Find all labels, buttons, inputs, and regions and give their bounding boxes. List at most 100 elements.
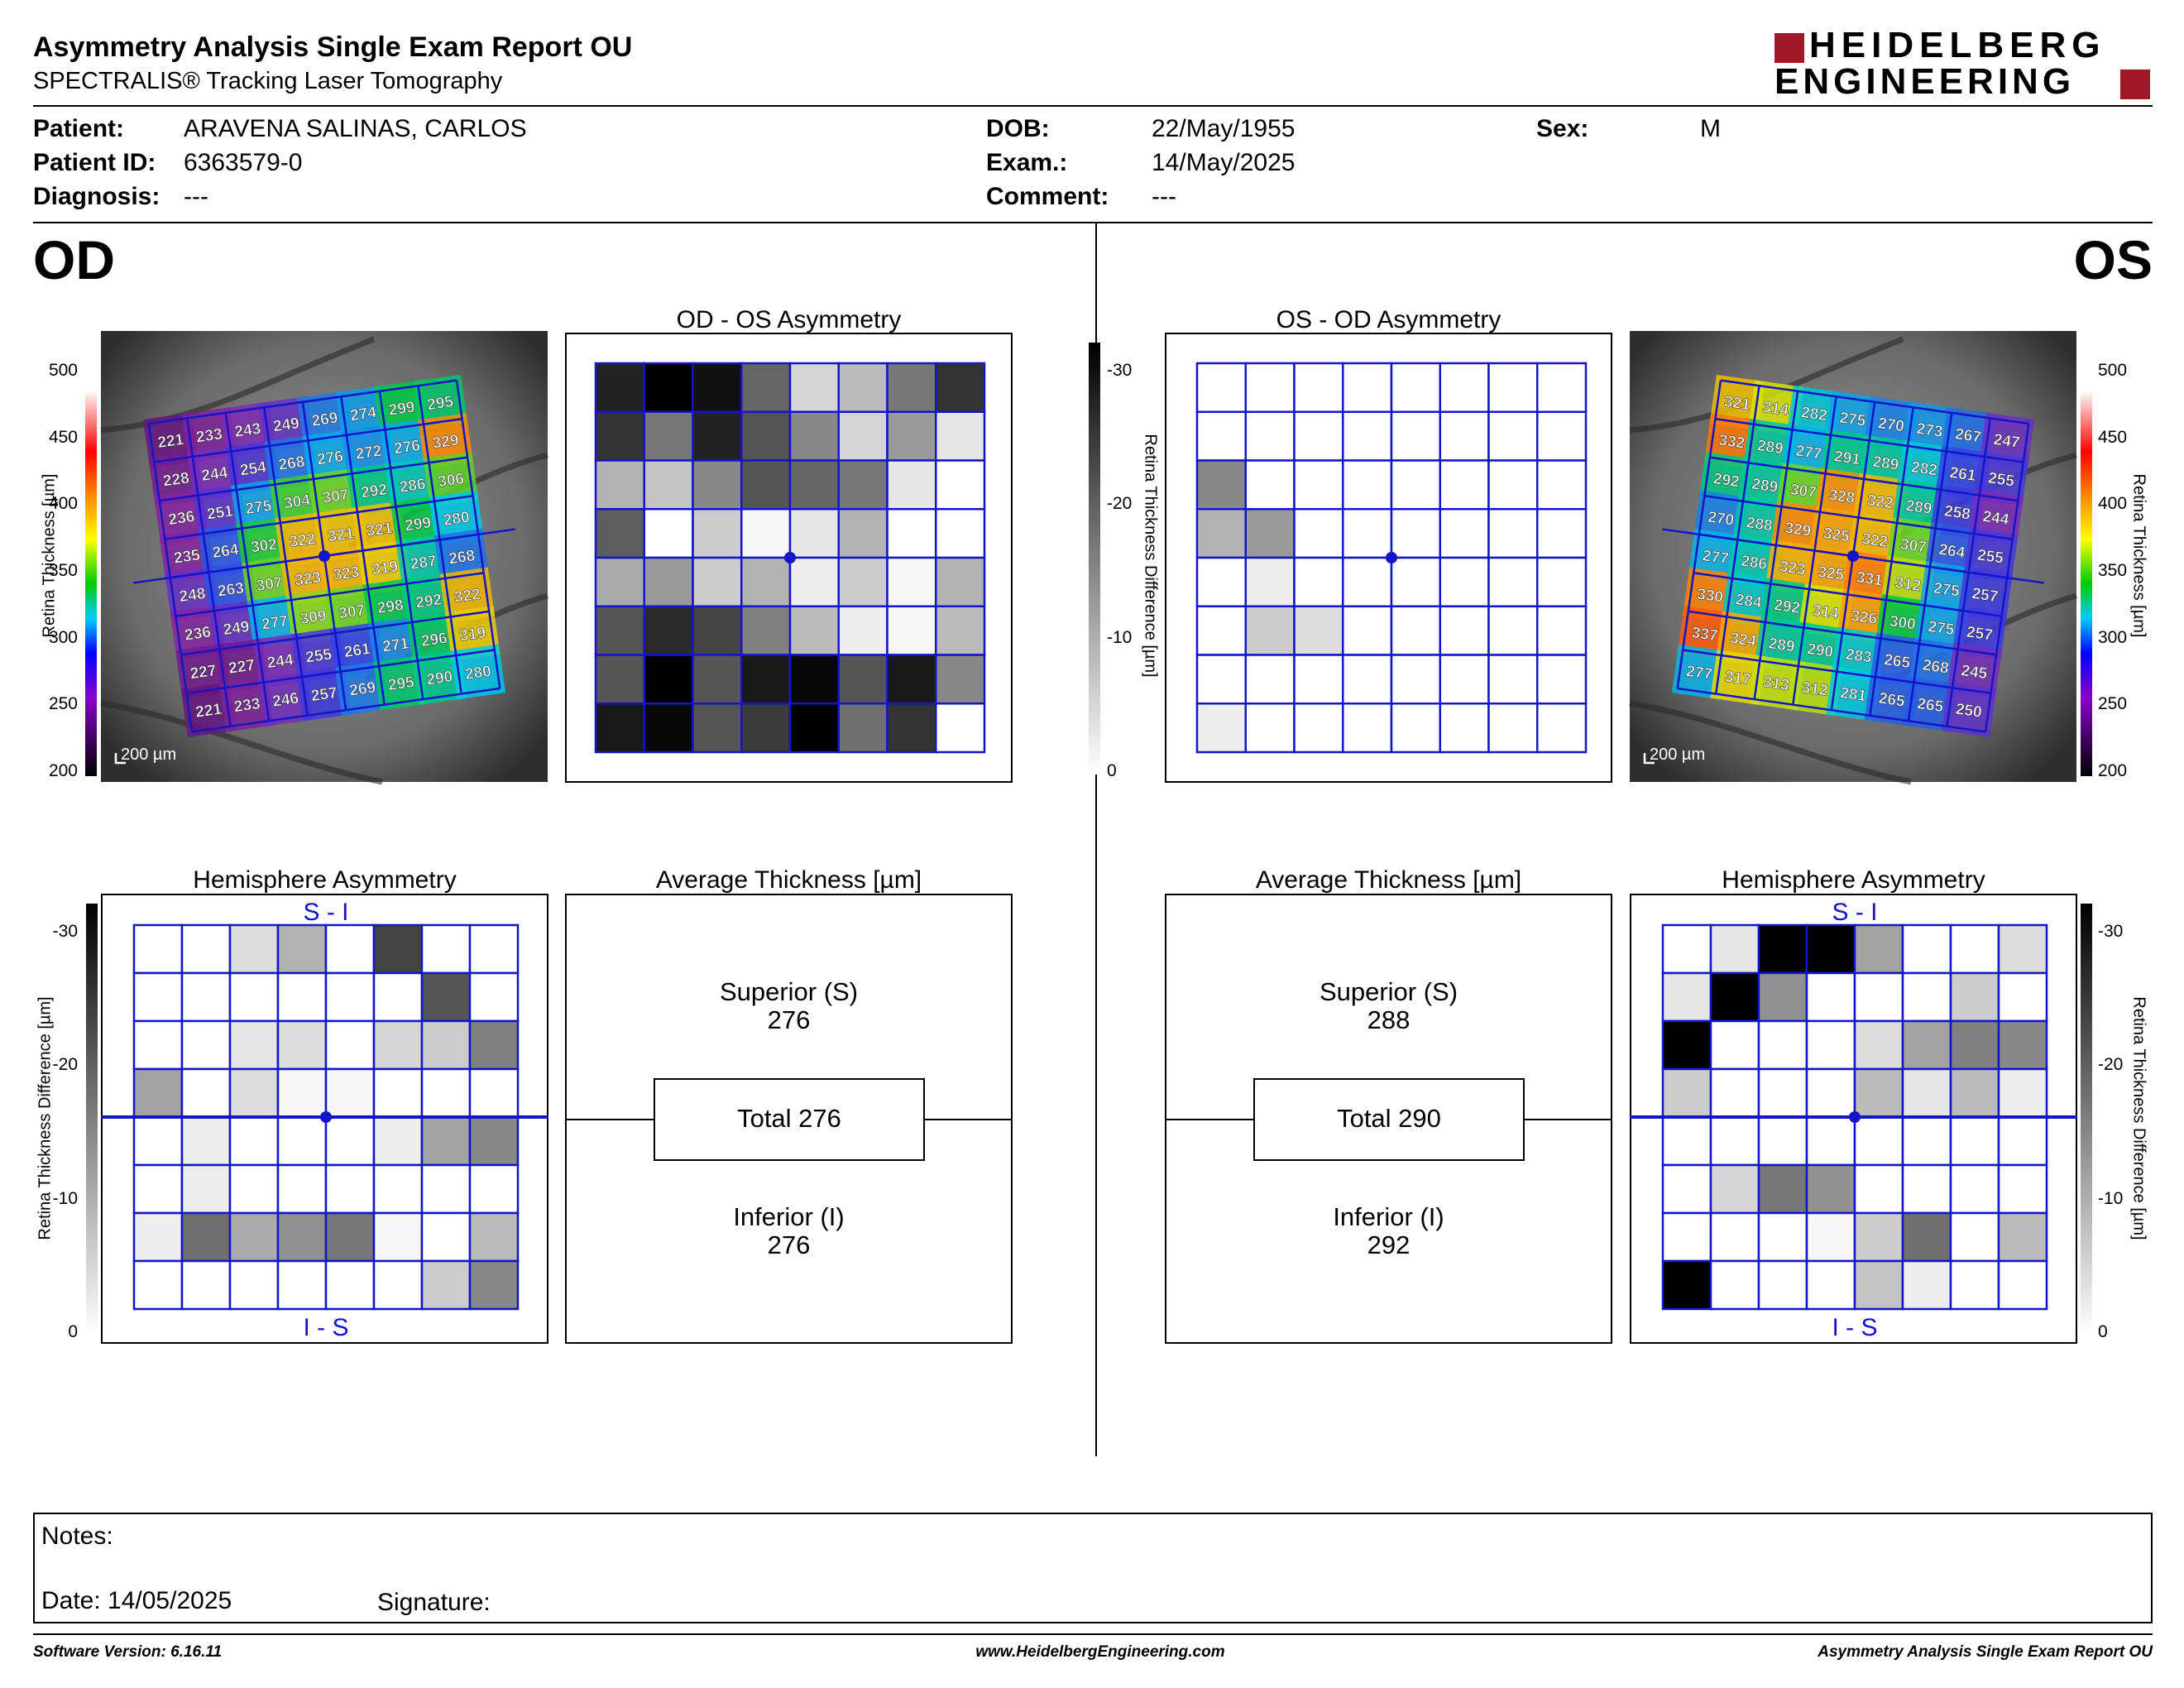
os-asym-cell <box>1342 654 1393 705</box>
os-scale-bar-label: 200 µm <box>1650 746 1705 764</box>
od-hemi-cell <box>276 1259 328 1311</box>
os-thickness-value: 290 <box>1806 640 1834 661</box>
os-hemi-cell <box>1805 1163 1856 1215</box>
od-thickness-tick: 500 <box>48 361 78 380</box>
od-asym-cell <box>886 703 937 754</box>
od-asym-cell <box>837 410 888 462</box>
os-thickness-value: 282 <box>1800 404 1828 424</box>
od-asym-cell <box>643 459 694 511</box>
os-asym-cell <box>1342 508 1393 559</box>
sex-value: M <box>1700 115 1721 142</box>
od-asym-cell <box>837 703 888 754</box>
os-hemi-cell <box>1853 1163 1904 1215</box>
od-thickness-value: 329 <box>432 432 460 453</box>
os-thickness-value: 289 <box>1767 635 1795 655</box>
od-asym-cell <box>594 703 645 754</box>
od-thickness-value: 290 <box>425 668 453 688</box>
od-thickness-value: 227 <box>228 657 256 678</box>
od-hemi-cell <box>228 1259 280 1311</box>
od-thickness-tick: 200 <box>48 761 78 780</box>
od-asym-cell <box>594 654 645 705</box>
od-hemi-cell <box>228 1115 280 1167</box>
od-asym-cell <box>837 508 888 559</box>
report-title: Asymmetry Analysis Single Exam Report OU <box>33 31 633 63</box>
footer-website[interactable]: www.HeidelbergEngineering.com <box>975 1643 1225 1661</box>
od-thickness-value: 264 <box>211 541 240 562</box>
od-asym-cell <box>886 362 937 413</box>
comment-value: --- <box>1152 183 1176 210</box>
od-thickness-value: 261 <box>343 640 372 661</box>
os-asym-cell <box>1487 605 1539 656</box>
os-thickness-value: 275 <box>1933 580 1961 601</box>
od-thickness-value: 292 <box>360 481 388 501</box>
os-grid-line <box>1720 379 2029 425</box>
od-vessel <box>100 700 383 785</box>
os-hemi-cell <box>1949 971 2000 1023</box>
od-thickness-value: 322 <box>289 530 317 551</box>
os-asym-grid <box>1195 362 1588 754</box>
od-asym-cell <box>837 459 888 511</box>
footer-rule <box>33 1633 2153 1635</box>
os-hemi-center <box>1849 1111 1861 1123</box>
od-thickness-value: 269 <box>348 679 376 700</box>
os-thickness-tick: 300 <box>2098 627 2128 647</box>
os-asym-cell <box>1439 362 1490 413</box>
dob-label: DOB: <box>986 115 1050 142</box>
os-asym-cell <box>1342 459 1393 511</box>
center-diff-colorbar <box>1089 343 1100 774</box>
os-hemi-cell <box>1661 1115 1712 1167</box>
os-hemi-top-label: S - I <box>1832 899 1877 926</box>
os-thickness-value: 270 <box>1877 415 1905 435</box>
os-hemi-cell <box>1709 971 1760 1023</box>
od-thickness-value: 257 <box>310 684 338 705</box>
od-hemi-cell <box>276 1115 328 1167</box>
os-hemi-cell <box>1949 1163 2000 1215</box>
od-hemi-center <box>320 1111 332 1123</box>
notes-box[interactable]: Notes: Date: 14/05/2025 Signature: <box>33 1513 2153 1623</box>
center-diff-axis-label: Retina Thickness Difference [µm] <box>1141 434 1160 678</box>
eye-label-od: OD <box>33 229 115 290</box>
os-thickness-value: 317 <box>1723 668 1751 688</box>
os-hemi-cell <box>1949 1259 2000 1311</box>
od-hemi-cell <box>324 923 376 975</box>
date-label: Date: 14/05/2025 <box>41 1587 232 1614</box>
od-hemi-cell <box>180 1067 232 1119</box>
od-asym-title: OD - OS Asymmetry <box>676 306 902 333</box>
os-thickness-tick: 200 <box>2098 761 2128 780</box>
os-asym-cell <box>1195 508 1247 559</box>
os-superior-label: Superior (S) <box>1319 977 1458 1006</box>
os-hemi-cell <box>1709 1163 1760 1215</box>
od-asym-cell <box>692 362 743 413</box>
os-hemi-cell <box>1853 1115 1904 1167</box>
os-thickness-value: 277 <box>1701 547 1729 568</box>
logo-line2: ENGINEERING <box>1774 61 2076 102</box>
report-subtitle: SPECTRALIS® Tracking Laser Tomography <box>33 68 503 94</box>
od-superior-value: 276 <box>767 1005 811 1034</box>
os-hemi-cell <box>1901 971 1952 1023</box>
os-hemi-cell <box>1949 923 2000 975</box>
od-thickness-value: 274 <box>349 404 378 424</box>
os-hemi-axis-label: Retina Thickness Difference [µm] <box>2129 996 2148 1240</box>
od-thickness-value: 287 <box>410 553 438 573</box>
od-hemi-cell <box>468 1115 520 1167</box>
os-thickness-value: 292 <box>1712 470 1741 491</box>
os-asym-cell <box>1390 703 1441 754</box>
os-hemi-tick: -10 <box>2098 1188 2124 1208</box>
od-thickness-value: 248 <box>178 585 206 606</box>
os-hemi-cell <box>1997 1211 2048 1263</box>
od-asym-cell <box>692 605 743 656</box>
os-asym-cell <box>1244 362 1296 413</box>
od-hemi-cell <box>276 971 328 1023</box>
center-diff-tick: -20 <box>1107 494 1133 514</box>
od-hemi-cell <box>228 923 280 975</box>
os-hemi-cell <box>1709 1115 1760 1167</box>
od-thickness-value: 243 <box>233 420 261 441</box>
os-thickness-value: 286 <box>1740 553 1768 573</box>
os-thickness-value: 312 <box>1894 574 1922 595</box>
od-asym-cell <box>935 410 986 462</box>
center-diff-tick: -30 <box>1107 361 1133 380</box>
os-thickness-value: 265 <box>1916 695 1945 716</box>
os-thickness-value: 267 <box>1954 425 1982 446</box>
od-asym-cell <box>837 556 888 607</box>
od-asym-cell <box>935 605 986 656</box>
